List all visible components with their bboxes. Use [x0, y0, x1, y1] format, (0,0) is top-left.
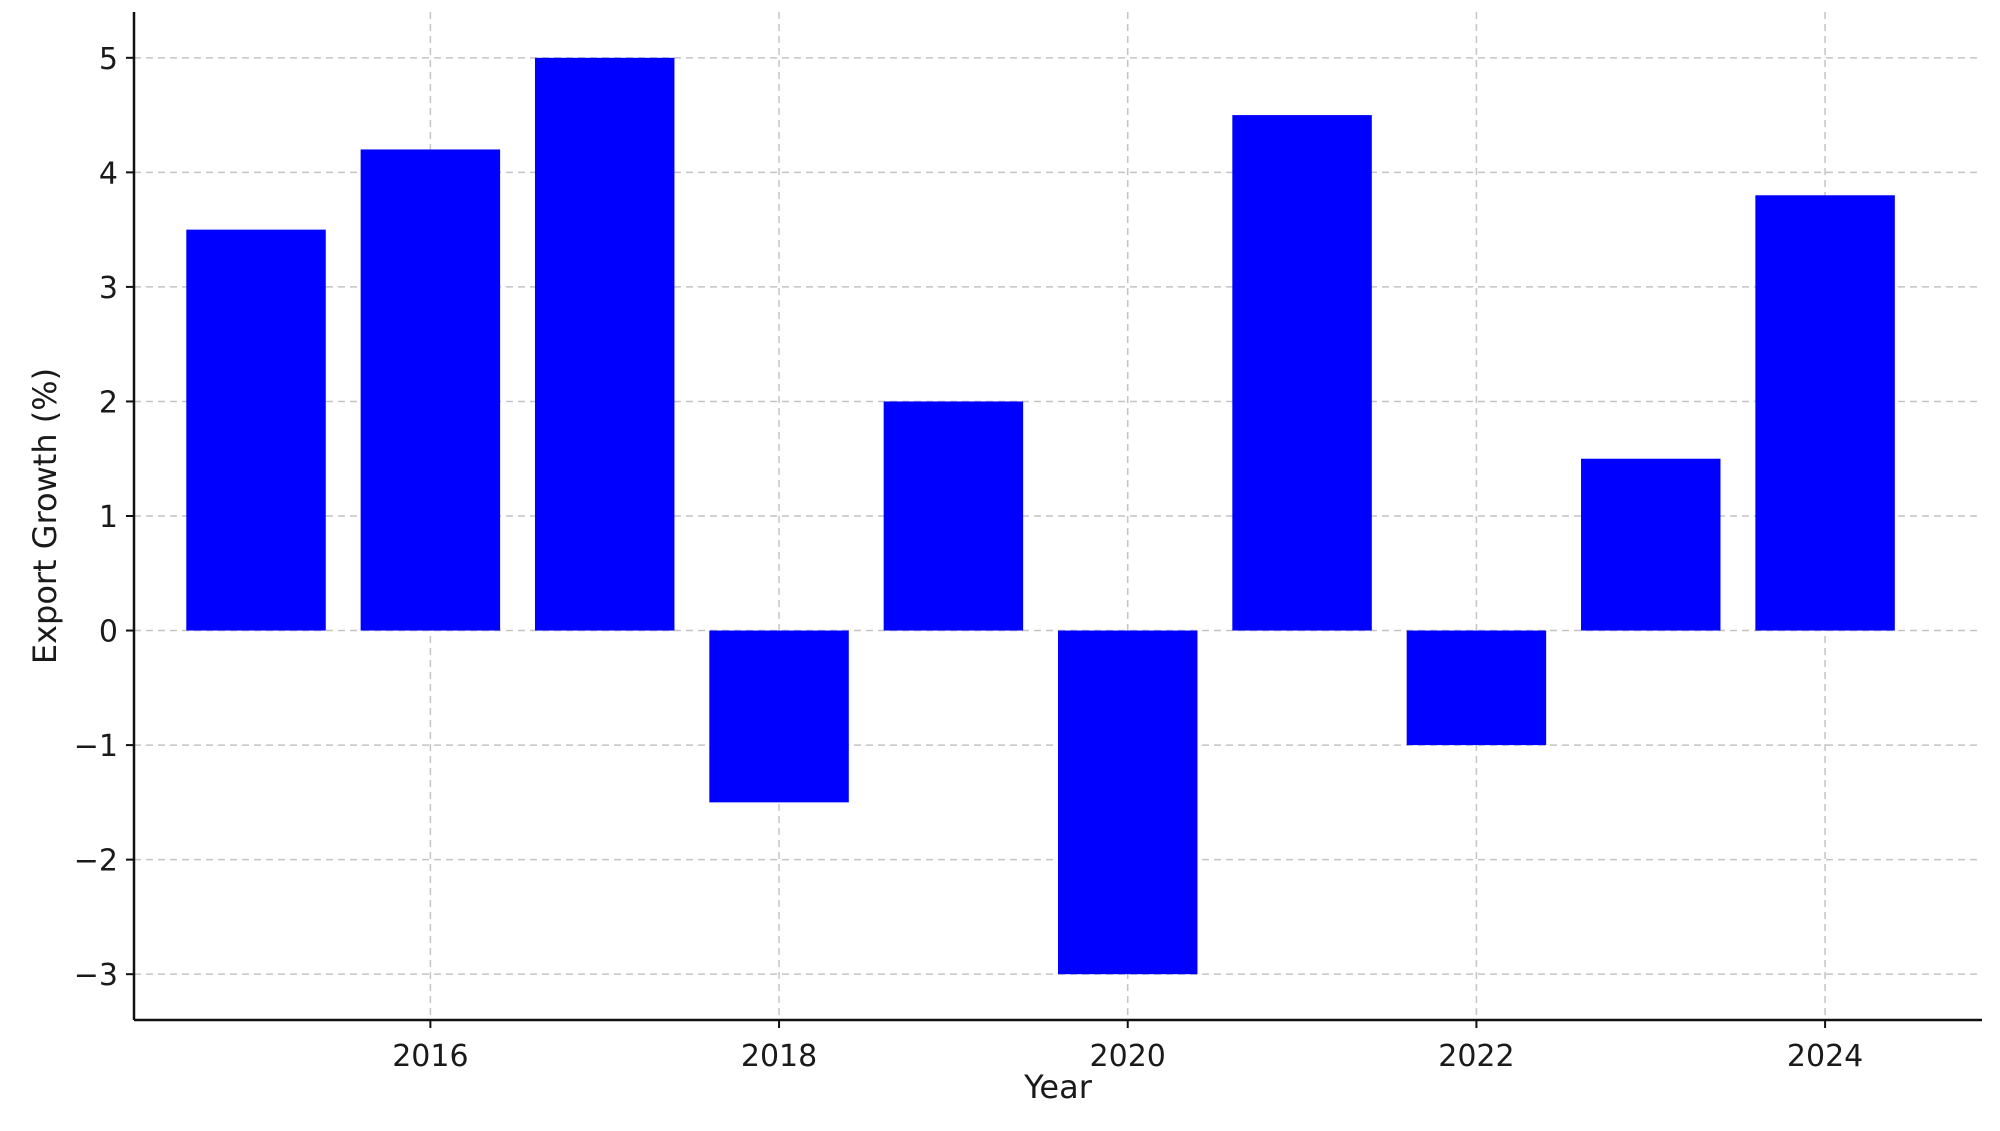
- bar-2016: [360, 149, 501, 631]
- x-tick-label: 2020: [1090, 1039, 1166, 1074]
- bars: [186, 57, 1895, 975]
- y-tick-label: 2: [99, 385, 118, 420]
- bar-2018: [709, 630, 849, 803]
- x-tick-label: 2022: [1438, 1039, 1514, 1074]
- bar-2023: [1581, 458, 1721, 631]
- bar-2020: [1058, 630, 1198, 975]
- y-tick-labels: −3 −2 −1 0 1 2 3 4 5: [74, 42, 134, 993]
- x-tick-label: 2024: [1787, 1039, 1863, 1074]
- y-tick-label: −1: [74, 729, 118, 764]
- bar-2022: [1406, 630, 1547, 746]
- y-tick-label: 0: [99, 615, 118, 650]
- x-tick-label: 2016: [392, 1039, 468, 1074]
- x-tick-label: 2018: [741, 1039, 817, 1074]
- bar-2015: [186, 229, 326, 631]
- x-axis-title: Year: [1023, 1068, 1093, 1106]
- y-axis-title: Export Growth (%): [26, 368, 64, 664]
- y-tick-label: −3: [74, 958, 118, 993]
- y-tick-label: 1: [99, 500, 118, 535]
- bar-2019: [883, 401, 1024, 631]
- bar-2017: [534, 57, 675, 631]
- bar-2024: [1755, 195, 1895, 631]
- y-tick-label: 4: [99, 156, 118, 191]
- y-tick-label: 3: [99, 271, 118, 306]
- y-tick-label: −2: [74, 844, 118, 879]
- x-tick-labels: 2016 2018 2020 2022 2024: [392, 1020, 1863, 1074]
- y-tick-label: 5: [99, 42, 118, 77]
- bar-2021: [1232, 115, 1372, 631]
